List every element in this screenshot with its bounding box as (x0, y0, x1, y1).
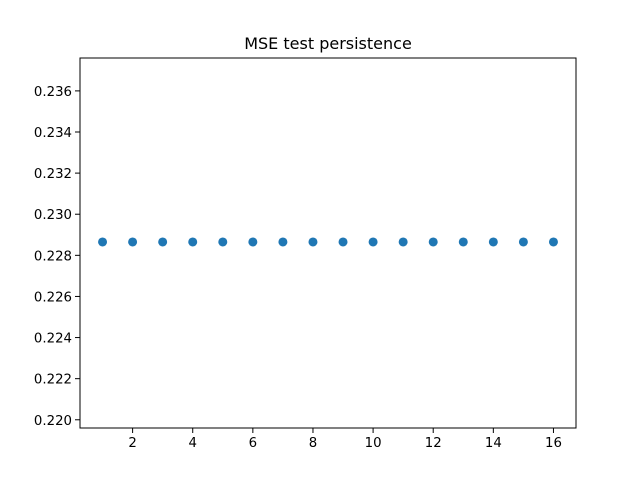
x-tick-label: 4 (188, 436, 196, 451)
data-point (308, 237, 318, 247)
y-tick-label: 0.236 (34, 85, 72, 100)
y-axis: 0.220 0.222 0.224 0.226 0.228 0.230 0.232 0.234… (34, 85, 80, 429)
y-tick-label: 0.232 (34, 167, 72, 182)
x-tick-label: 2 (128, 436, 136, 451)
data-point (188, 237, 198, 247)
y-tick-label: 0.234 (34, 126, 72, 141)
data-point (428, 237, 438, 247)
y-tick-label: 0.230 (34, 208, 72, 223)
x-tick-label: 6 (249, 436, 257, 451)
data-point (548, 237, 558, 247)
y-tick-label: 0.226 (34, 290, 72, 305)
x-axis: 2 4 6 8 10 12 14 16 (128, 428, 562, 451)
data-point (278, 237, 288, 247)
data-point (458, 237, 468, 247)
data-point (98, 237, 108, 247)
y-tick-label: 0.224 (34, 332, 72, 347)
data-point (158, 237, 168, 247)
data-point (368, 237, 378, 247)
y-tick-label: 0.222 (34, 373, 72, 388)
x-tick-label: 16 (545, 436, 562, 451)
data-point (128, 237, 138, 247)
chart-title: MSE test persistence (244, 34, 412, 53)
data-point (518, 237, 528, 247)
data-point (338, 237, 348, 247)
data-point (488, 237, 498, 247)
y-tick-label: 0.220 (34, 414, 72, 429)
y-tick-label: 0.228 (34, 249, 72, 264)
data-point (218, 237, 228, 247)
series-points (98, 237, 558, 247)
plot-frame (79, 57, 577, 429)
x-tick-label: 8 (309, 436, 317, 451)
x-tick-label: 14 (485, 436, 502, 451)
x-tick-label: 12 (425, 436, 442, 451)
x-tick-label: 10 (365, 436, 382, 451)
data-point (248, 237, 258, 247)
data-point (398, 237, 408, 247)
